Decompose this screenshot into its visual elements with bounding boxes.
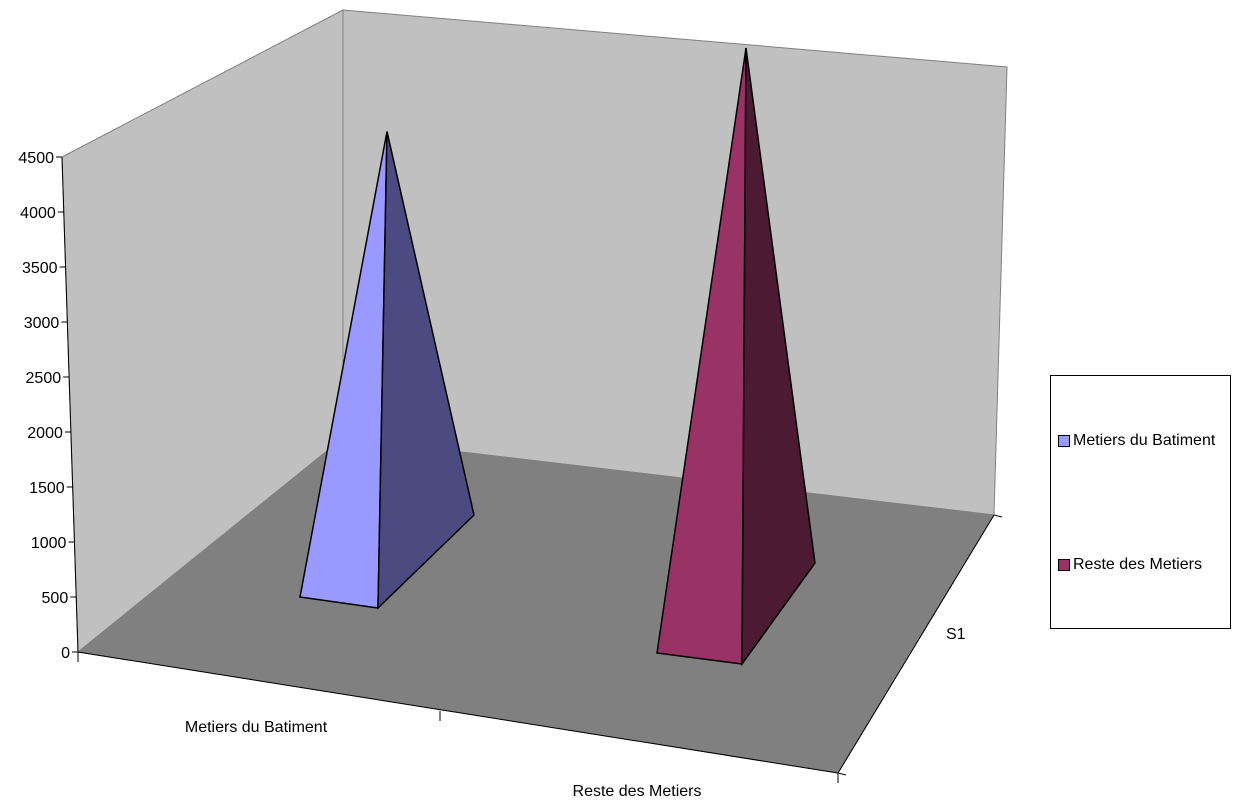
series-axis-tick (993, 514, 1003, 518)
y-tick-label: 2500 (26, 370, 62, 387)
y-tick-label: 1000 (31, 535, 67, 552)
y-axis-ticks: 0 500 1000 1500 2000 2500 3000 3500 4000 4500 (18, 150, 78, 662)
y-tick-label: 0 (61, 645, 70, 662)
x-axis-line (77, 651, 839, 774)
category-label: Metiers du Batiment (185, 719, 328, 736)
legend-swatch (1058, 559, 1070, 571)
y-axis-line (61, 156, 79, 653)
series-axis-tick (837, 772, 847, 776)
y-tick-label: 2000 (27, 425, 63, 442)
legend-label: Metiers du Batiment (1073, 432, 1216, 449)
pyramid-side-face (377, 131, 475, 610)
legend-swatch (1058, 435, 1070, 447)
legend-label: Reste des Metiers (1073, 556, 1202, 573)
legend-item: Reste des Metiers (1058, 556, 1202, 574)
series-axis-line (837, 514, 995, 774)
y-tick-label: 1500 (29, 480, 65, 497)
legend-item: Metiers du Batiment (1058, 432, 1215, 450)
category-label: Reste des Metiers (573, 783, 702, 800)
y-tick-label: 500 (42, 590, 69, 607)
pyramid-side-face (741, 47, 816, 667)
y-tick-label: 3000 (24, 315, 60, 332)
legend: Metiers du Batiment Reste des Metiers (1050, 375, 1231, 629)
y-tick-label: 4500 (18, 150, 54, 167)
y-tick-label: 4000 (20, 205, 56, 222)
series-axis-label: S1 (946, 626, 966, 643)
y-tick-label: 3500 (22, 260, 58, 277)
pyramid-marks (299, 47, 816, 667)
